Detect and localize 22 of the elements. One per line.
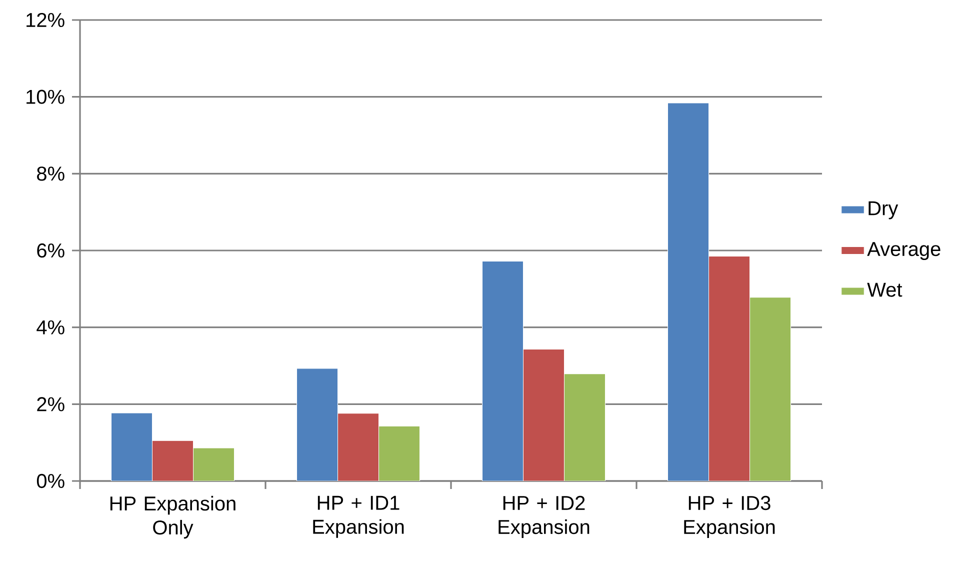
x-tick-label: HP + ID2 Expansion (498, 496, 590, 538)
y-tick-label: 10% (26, 90, 64, 104)
legend-label: Average (867, 242, 940, 260)
x-tick-label: HP + ID3 Expansion (684, 496, 775, 538)
y-tick-label: 8% (37, 166, 64, 181)
y-tick-label: 2% (37, 397, 64, 412)
bar (667, 102, 710, 481)
x-tick-label: HP Expansion Only (110, 496, 236, 539)
y-tick-label: 0% (36, 474, 64, 488)
y-tick-label: 4% (36, 320, 64, 334)
bar (749, 297, 792, 481)
y-tick-label: 6% (37, 243, 64, 258)
bar (192, 448, 235, 481)
bar (110, 412, 153, 481)
legend-label: Dry (868, 201, 898, 220)
bar (296, 368, 338, 481)
bar (482, 260, 524, 481)
bar (564, 374, 606, 481)
y-tick-label: 12% (26, 12, 64, 28)
bar (378, 426, 420, 481)
legend-label: Wet (867, 282, 902, 297)
x-tick-label: HP + ID1 Expansion (313, 496, 404, 538)
